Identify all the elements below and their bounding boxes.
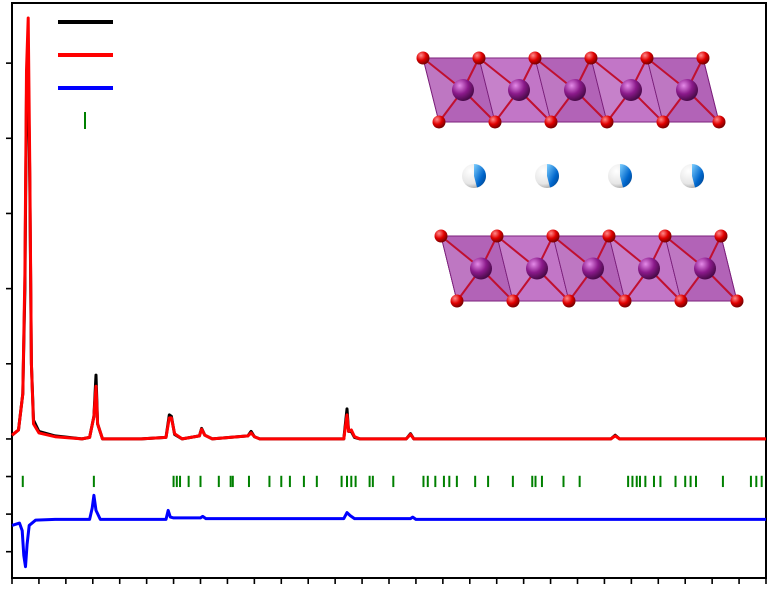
- oxygen-atom: [563, 295, 576, 308]
- interlayer-atom: [680, 164, 704, 188]
- metal-atom: [582, 258, 604, 280]
- oxygen-atom: [451, 295, 464, 308]
- oxygen-atom: [585, 52, 598, 65]
- legend: [58, 22, 113, 129]
- oxygen-atom: [601, 116, 614, 129]
- oxygen-atom: [435, 230, 448, 243]
- oxygen-atom: [433, 116, 446, 129]
- crystal-structure-inset: [417, 52, 744, 308]
- metal-atom: [694, 258, 716, 280]
- interlayer-atom: [535, 164, 559, 188]
- octahedra-layer: [435, 230, 744, 308]
- oxygen-atom: [529, 52, 542, 65]
- metal-atom: [470, 258, 492, 280]
- oxygen-atom: [657, 116, 670, 129]
- oxygen-atom: [731, 295, 744, 308]
- oxygen-atom: [545, 116, 558, 129]
- oxygen-atom: [641, 52, 654, 65]
- oxygen-atom: [547, 230, 560, 243]
- oxygen-atom: [417, 52, 430, 65]
- difference-line: [12, 495, 766, 566]
- oxygen-atom: [491, 230, 504, 243]
- octahedra-layer: [417, 52, 726, 129]
- oxygen-atom: [489, 116, 502, 129]
- metal-atom: [564, 79, 586, 101]
- metal-atom: [638, 258, 660, 280]
- oxygen-atom: [715, 230, 728, 243]
- oxygen-atom: [659, 230, 672, 243]
- oxygen-atom: [619, 295, 632, 308]
- oxygen-atom: [675, 295, 688, 308]
- oxygen-atom: [603, 230, 616, 243]
- interlayer-atom: [608, 164, 632, 188]
- metal-atom: [508, 79, 530, 101]
- metal-atom: [676, 79, 698, 101]
- metal-atom: [452, 79, 474, 101]
- interlayer-atom: [462, 164, 486, 188]
- oxygen-atom: [713, 116, 726, 129]
- metal-atom: [620, 79, 642, 101]
- oxygen-atom: [473, 52, 486, 65]
- oxygen-atom: [697, 52, 710, 65]
- metal-atom: [526, 258, 548, 280]
- oxygen-atom: [507, 295, 520, 308]
